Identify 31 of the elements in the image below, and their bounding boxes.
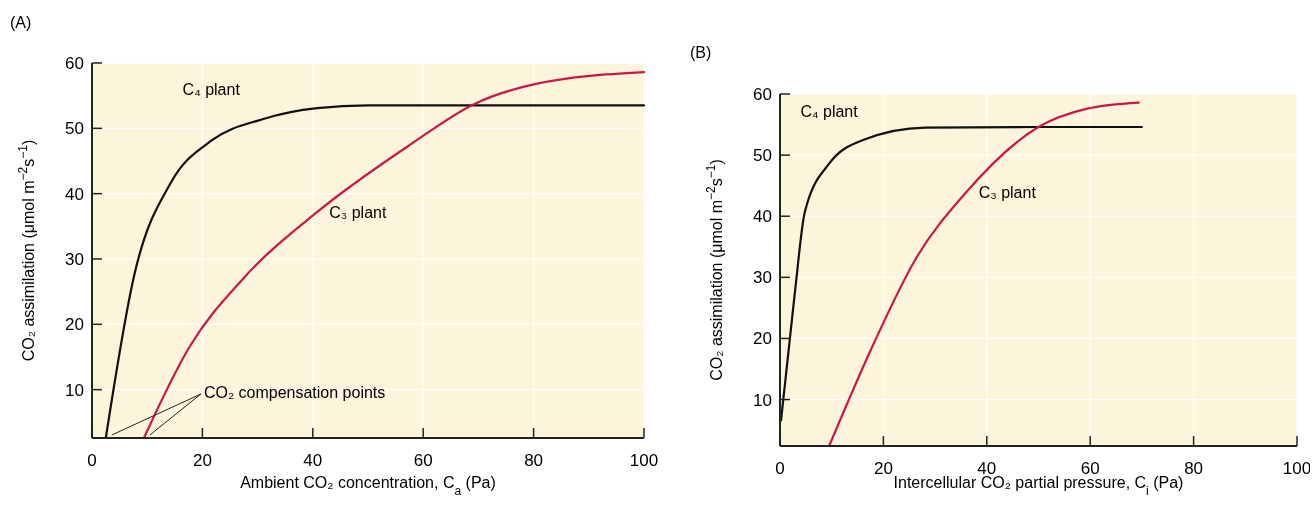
y-tick-label: 50 <box>65 119 84 139</box>
y-tick-label: 30 <box>65 249 84 269</box>
x-tick-label: 0 <box>87 451 97 470</box>
chart-title: (A) <box>10 14 32 31</box>
x-tick-label: 20 <box>873 459 893 478</box>
x-tick-label: 20 <box>192 451 212 470</box>
x-axis-title: Ambient CO₂ concentration, C$_{a}$ (Pa) <box>240 474 496 498</box>
annotation: CO₂ compensation points <box>203 384 386 401</box>
series-label: C₃ plant <box>329 203 387 221</box>
y-tick-label: 30 <box>753 268 772 288</box>
y-tick-label: 10 <box>65 380 84 400</box>
y-tick-label: 50 <box>753 146 772 166</box>
x-tick-label: 80 <box>1184 459 1204 478</box>
y-tick-label: 40 <box>65 184 84 204</box>
y-tick-label: 40 <box>753 207 772 227</box>
series-label: C₄ plant <box>800 103 859 120</box>
series-label: C₄ plant <box>182 81 241 99</box>
y-tick-label: 10 <box>753 390 772 410</box>
y-tick-label: 60 <box>65 54 84 73</box>
y-tick-label: 20 <box>753 329 772 349</box>
x-tick-label: 100 <box>629 451 659 470</box>
series-label: C₃ plant <box>978 183 1037 201</box>
line-series <box>779 125 1143 422</box>
x-tick-label: 60 <box>413 451 433 470</box>
x-tick-label: 40 <box>303 451 323 470</box>
y-tick-label: 20 <box>65 315 84 335</box>
y-tick-label: 60 <box>753 85 772 104</box>
x-tick-label: 80 <box>524 451 544 470</box>
chart-title: (B) <box>690 44 712 61</box>
x-tick-label: 100 <box>1282 459 1312 478</box>
x-tick-label: 0 <box>775 459 785 478</box>
